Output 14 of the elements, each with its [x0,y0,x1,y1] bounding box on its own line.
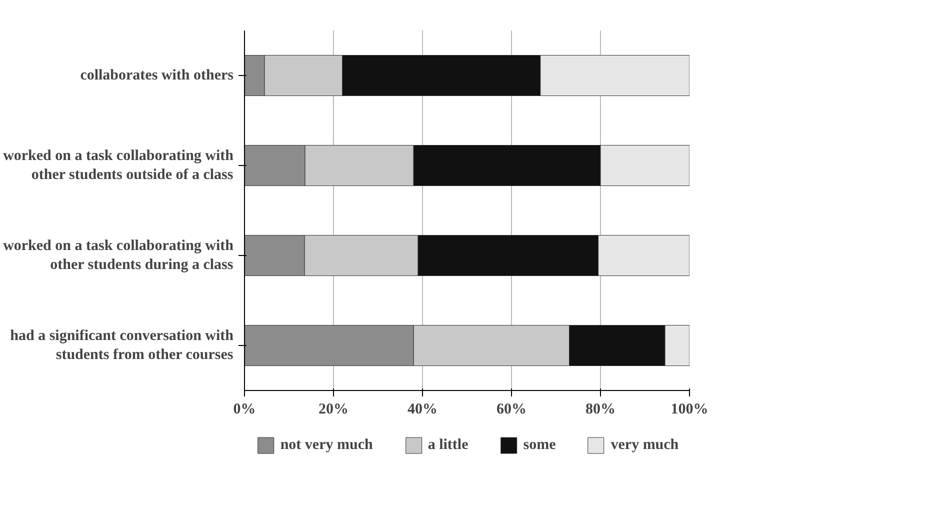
legend-label: very much [610,436,679,454]
x-tick-label: 80% [586,402,616,418]
y-tick-label: worked on a task collaborating with other students during a class [3,238,234,274]
x-tick-label: 0% [233,402,256,418]
x-tick-label: 60% [496,402,526,418]
x-tick-label: 20% [318,402,348,418]
legend-label: not very much [280,436,373,454]
y-tick-label: worked on a task collaborating with other students outside of a class [3,148,234,184]
y-tick-label: had a significant conversation with students from other courses [10,328,234,364]
x-tick-label: 40% [408,402,438,418]
legend-label: some [523,436,556,454]
x-tick-label: 100% [670,402,708,418]
legend-label: a little [428,436,468,454]
y-tick-label: collaborates with others [80,68,234,84]
